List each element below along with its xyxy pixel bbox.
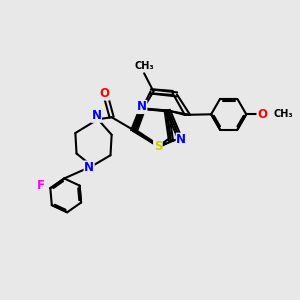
Text: N: N <box>176 133 186 146</box>
Text: N: N <box>137 100 147 113</box>
Text: O: O <box>99 87 109 100</box>
Text: O: O <box>257 108 267 121</box>
Text: N: N <box>92 109 101 122</box>
Text: S: S <box>154 140 162 153</box>
Text: N: N <box>84 161 94 174</box>
Text: CH₃: CH₃ <box>274 109 293 119</box>
Text: CH₃: CH₃ <box>134 61 154 71</box>
Text: F: F <box>37 179 45 192</box>
